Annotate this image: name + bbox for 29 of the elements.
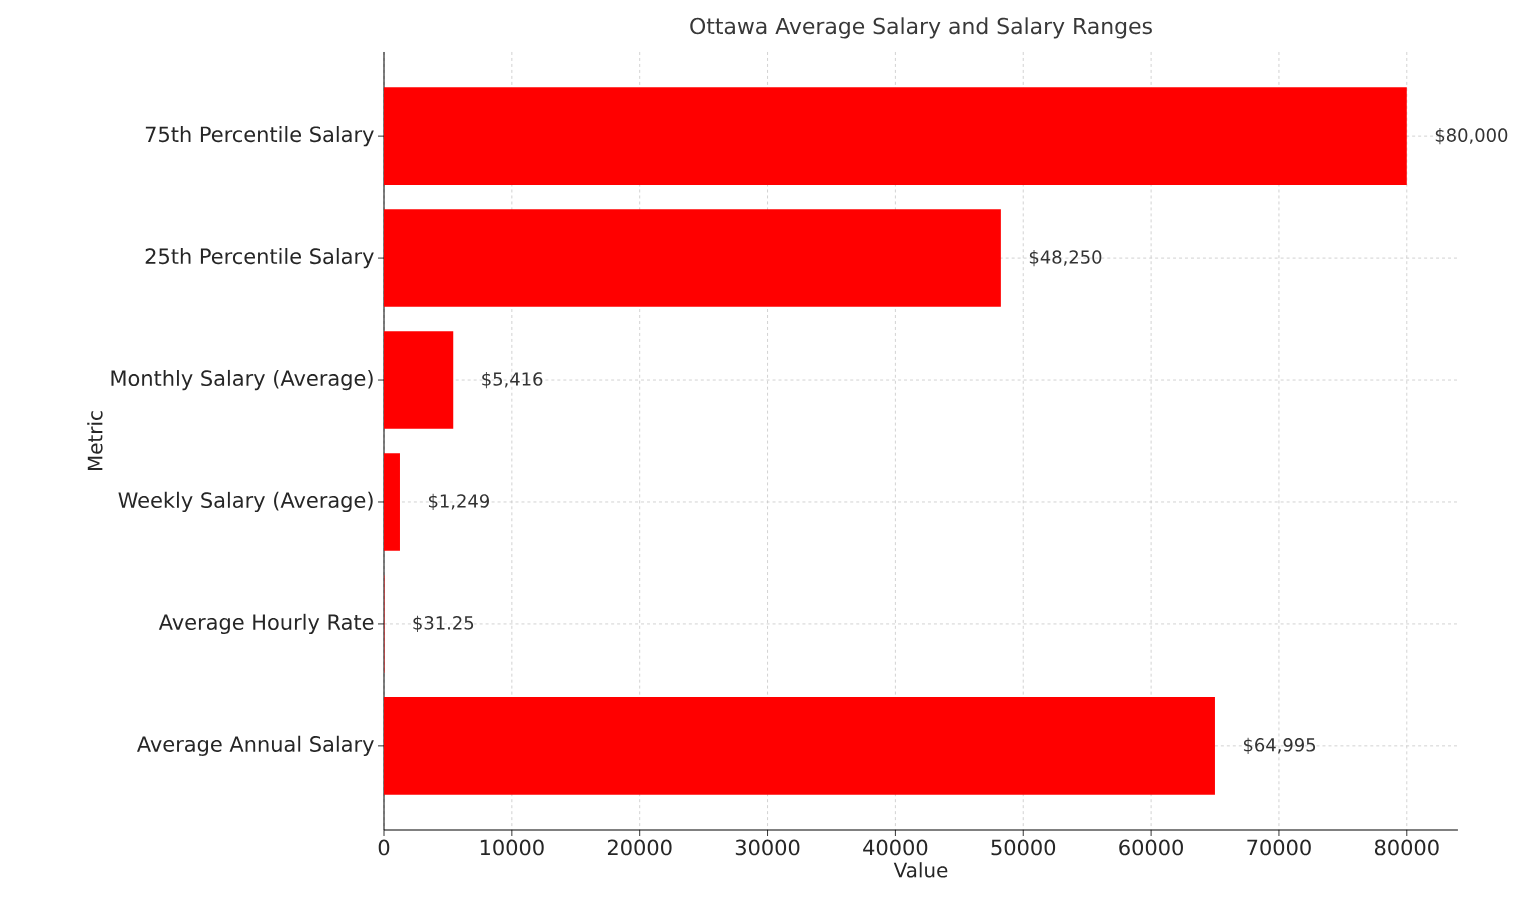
x-tick-label: 80000 <box>1374 839 1439 856</box>
x-tick-label: 70000 <box>1247 839 1311 856</box>
x-tick-label: 10000 <box>480 839 544 856</box>
y-axis-title: Metric <box>87 411 103 471</box>
x-tick-label: 0 <box>378 839 390 856</box>
y-tick-label: 25th Percentile Salary <box>145 247 374 269</box>
bar <box>384 697 1215 795</box>
data-label: $48,250 <box>1029 249 1102 267</box>
bar <box>384 209 1001 307</box>
bar <box>384 453 400 551</box>
y-tick-label: Average Annual Salary <box>136 735 374 756</box>
y-tick-label: 75th Percentile Salary <box>145 126 374 147</box>
data-label: $5,416 <box>482 371 543 389</box>
x-tick-label: 20000 <box>607 839 672 856</box>
x-axis-title: Value <box>893 862 948 878</box>
x-tick-label: 40000 <box>863 839 928 856</box>
x-tick-label: 50000 <box>991 839 1056 856</box>
data-label: $64,995 <box>1243 737 1316 754</box>
x-tick-label: 60000 <box>1119 839 1183 856</box>
data-label: $31.25 <box>413 615 474 633</box>
chart-title: Ottawa Average Salary and Salary Ranges <box>690 17 1152 39</box>
bar <box>384 331 454 429</box>
x-tick-label: 30000 <box>735 839 800 856</box>
y-tick-label: Monthly Salary (Average) <box>111 369 373 391</box>
data-label: $80,000 <box>1435 128 1508 145</box>
data-label: $1,249 <box>428 493 489 511</box>
y-tick-label: Weekly Salary (Average) <box>118 491 373 513</box>
bar <box>384 87 1407 185</box>
y-tick-label: Average Hourly Rate <box>158 613 374 635</box>
